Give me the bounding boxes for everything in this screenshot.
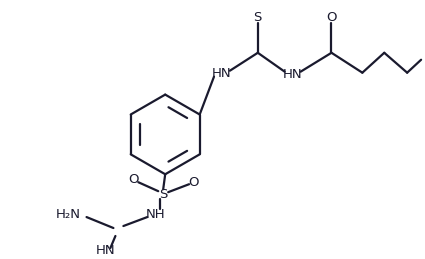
Text: HN: HN xyxy=(212,67,232,80)
Text: S: S xyxy=(159,188,167,201)
Text: O: O xyxy=(188,176,198,189)
Text: NH: NH xyxy=(145,207,165,221)
Text: S: S xyxy=(254,11,262,24)
Text: HN: HN xyxy=(96,244,115,257)
Text: O: O xyxy=(326,11,337,24)
Text: H₂N: H₂N xyxy=(56,207,81,221)
Text: HN: HN xyxy=(283,68,303,81)
Text: O: O xyxy=(128,173,139,186)
